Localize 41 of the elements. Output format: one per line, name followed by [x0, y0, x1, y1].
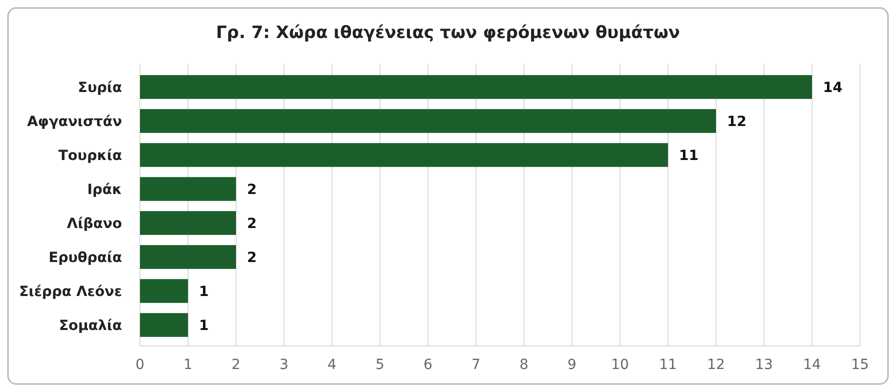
x-tick-label: 14	[803, 357, 821, 373]
x-tick-label: 11	[659, 357, 677, 373]
y-tick-label: Λίβανο	[66, 216, 122, 232]
x-tick-label: 0	[136, 357, 144, 373]
y-tick-label: Ιράκ	[87, 182, 122, 198]
data-label: 1	[199, 318, 209, 334]
x-tick-label: 7	[472, 357, 480, 373]
x-tick-label: 6	[424, 357, 433, 373]
bar	[140, 313, 188, 337]
bar	[140, 75, 812, 99]
x-tick-label: 13	[755, 357, 773, 373]
y-tick-label: Σιέρρα Λεόνε	[19, 284, 122, 300]
x-tick-label: 12	[707, 357, 725, 373]
bar	[140, 211, 236, 235]
data-label: 11	[679, 148, 698, 164]
x-tick-label: 1	[184, 357, 192, 373]
x-tick-label: 4	[328, 357, 337, 373]
y-tick-label: Ερυθραία	[48, 250, 122, 266]
data-label: 2	[247, 250, 257, 266]
x-tick-label: 8	[520, 357, 528, 373]
x-tick-label: 9	[568, 357, 576, 373]
y-tick-label: Αφγανιστάν	[27, 114, 122, 130]
data-label: 2	[247, 182, 257, 198]
data-label: 14	[823, 80, 843, 96]
x-tick-label: 5	[376, 357, 384, 373]
chart-title: Γρ. 7: Χώρα ιθαγένειας των φερόμενων θυμάτων	[216, 23, 680, 43]
data-label: 12	[727, 114, 746, 130]
x-tick-label: 10	[611, 357, 629, 373]
x-tick-label: 3	[280, 357, 288, 373]
bar	[140, 245, 236, 269]
bar	[140, 177, 236, 201]
y-tick-label: Σομαλία	[58, 318, 122, 334]
x-tick-label: 15	[851, 357, 869, 373]
bar	[140, 143, 668, 167]
bar	[140, 109, 716, 133]
y-tick-label: Συρία	[78, 80, 122, 96]
data-label: 2	[247, 216, 257, 232]
data-label: 1	[199, 284, 209, 300]
bar	[140, 279, 188, 303]
y-tick-label: Τουρκία	[58, 148, 122, 164]
x-tick-label: 2	[232, 357, 240, 373]
